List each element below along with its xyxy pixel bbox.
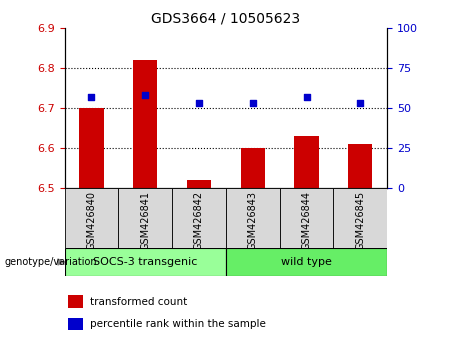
Bar — [348, 144, 372, 188]
Bar — [118, 188, 172, 248]
Bar — [295, 136, 319, 188]
Bar — [280, 188, 333, 248]
Point — [142, 92, 149, 98]
Bar — [65, 248, 226, 276]
Point — [249, 101, 256, 106]
Text: GSM426841: GSM426841 — [140, 190, 150, 250]
Point — [303, 94, 310, 100]
Text: genotype/variation: genotype/variation — [5, 257, 97, 267]
Text: GSM426842: GSM426842 — [194, 190, 204, 250]
Bar — [172, 188, 226, 248]
Text: wild type: wild type — [281, 257, 332, 267]
Bar — [226, 248, 387, 276]
Point — [88, 94, 95, 100]
Bar — [333, 188, 387, 248]
Point — [357, 101, 364, 106]
Bar — [68, 295, 83, 308]
Bar — [79, 108, 104, 188]
Text: GSM426845: GSM426845 — [355, 190, 366, 250]
Bar — [65, 188, 118, 248]
Point — [195, 101, 203, 106]
Bar — [241, 148, 265, 188]
Text: transformed count: transformed count — [90, 297, 188, 307]
Bar — [226, 188, 280, 248]
Text: SOCS-3 transgenic: SOCS-3 transgenic — [93, 257, 197, 267]
Text: GSM426843: GSM426843 — [248, 190, 258, 250]
Text: GSM426840: GSM426840 — [86, 190, 96, 250]
Text: GSM426844: GSM426844 — [301, 190, 312, 250]
Bar — [133, 60, 157, 188]
Bar — [187, 179, 211, 188]
Bar — [68, 318, 83, 330]
Text: percentile rank within the sample: percentile rank within the sample — [90, 319, 266, 329]
Title: GDS3664 / 10505623: GDS3664 / 10505623 — [151, 12, 301, 26]
